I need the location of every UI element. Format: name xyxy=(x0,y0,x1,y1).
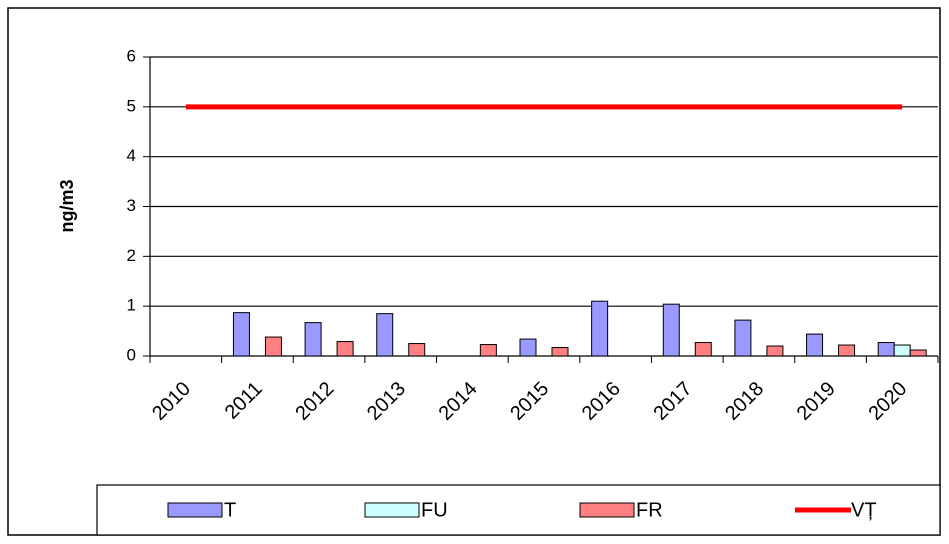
bar xyxy=(264,336,282,357)
bar xyxy=(806,333,824,357)
legend-label: FU xyxy=(421,499,448,521)
legend-label: VȚ xyxy=(851,499,877,521)
bar xyxy=(376,313,394,357)
legend-swatch xyxy=(364,502,420,518)
bar xyxy=(479,344,497,357)
bar xyxy=(519,338,537,357)
bar xyxy=(838,344,856,357)
y-tick-label: 4 xyxy=(127,146,136,165)
y-tick-label: 6 xyxy=(127,46,136,65)
y-tick-label: 2 xyxy=(127,246,136,265)
bar xyxy=(877,342,895,357)
bar xyxy=(893,344,911,357)
bar xyxy=(734,319,752,357)
y-tick-label: 3 xyxy=(127,196,136,215)
bar xyxy=(551,347,569,357)
bar xyxy=(336,341,354,357)
bar xyxy=(909,349,927,357)
legend-label: FR xyxy=(636,499,663,521)
bar xyxy=(232,312,250,357)
legend-label: T xyxy=(224,499,236,521)
bar xyxy=(304,322,322,357)
y-tick-label: 5 xyxy=(127,96,136,115)
bar xyxy=(694,342,712,357)
bar xyxy=(408,343,426,357)
y-axis-label: ng/m3 xyxy=(57,179,77,232)
legend-swatch xyxy=(167,502,223,518)
y-tick-label: 0 xyxy=(127,345,136,364)
legend-swatch xyxy=(579,502,635,518)
bar xyxy=(662,303,680,357)
chart-border xyxy=(7,7,941,536)
bar xyxy=(766,345,784,357)
bar xyxy=(591,300,609,357)
y-tick-label: 1 xyxy=(127,296,136,315)
